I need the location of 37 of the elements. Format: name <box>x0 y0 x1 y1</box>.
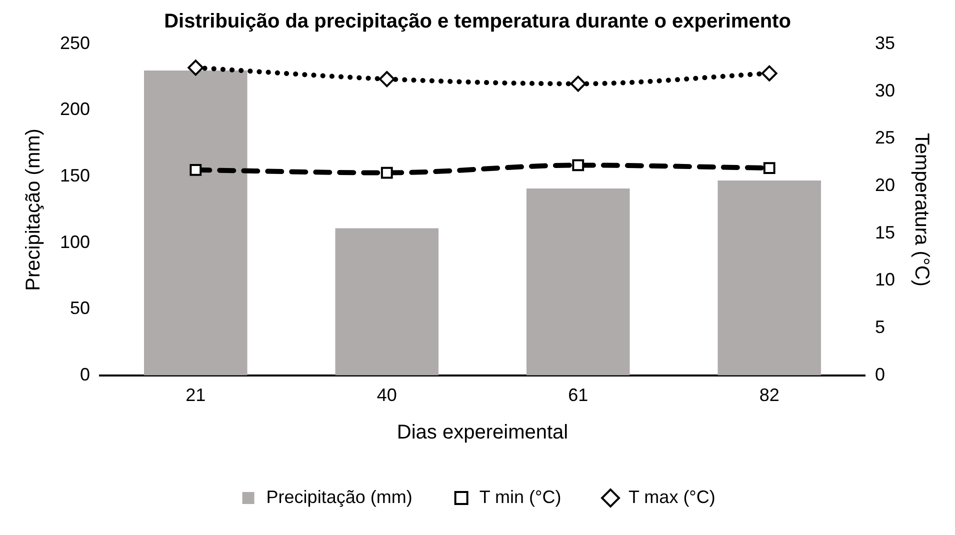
point <box>190 164 202 176</box>
y2-axis-title: Temperatura (°C) <box>910 132 932 286</box>
bar <box>144 70 248 376</box>
y-tick-label: 50 <box>70 298 90 318</box>
x-tick-label: 82 <box>759 385 780 406</box>
y-tick-label: 150 <box>60 166 90 186</box>
point <box>763 162 776 174</box>
point <box>188 60 204 76</box>
point <box>570 76 586 92</box>
point <box>380 166 393 179</box>
y2-tick-label: 35 <box>874 32 896 53</box>
y2-tick-label: 25 <box>874 128 896 148</box>
point <box>761 65 778 82</box>
legend-label: T max (°C) <box>628 486 716 507</box>
y2-tick-label: 10 <box>874 270 896 290</box>
bar <box>526 188 630 376</box>
y2-tick-label: 5 <box>874 317 885 338</box>
y2-tick-label: 0 <box>874 364 885 384</box>
chart-title: Distribuição da precipitação e temperatura durante o experimento <box>164 10 791 33</box>
y2-tick-label: 30 <box>874 80 896 100</box>
bar <box>335 228 439 376</box>
y-tick-label: 100 <box>60 232 90 252</box>
x-tick-label: 21 <box>186 385 206 406</box>
y2-tick-label: 15 <box>874 222 896 242</box>
y-tick-label: 0 <box>80 364 90 384</box>
y-tick-label: 200 <box>60 99 90 120</box>
x-tick-label: 40 <box>376 385 397 406</box>
point <box>378 71 395 88</box>
point <box>572 159 584 172</box>
legend-label: Precipitação (mm) <box>266 486 412 507</box>
legend-label: T min (°C) <box>479 486 562 507</box>
y2-tick-label: 20 <box>874 174 896 195</box>
x-tick-label: 61 <box>568 385 588 406</box>
x-axis-title: Dias expereimental <box>396 422 568 444</box>
bar <box>718 180 821 376</box>
y-tick-label: 250 <box>60 32 90 53</box>
y-axis-title: Precipitação (mm) <box>22 128 45 291</box>
